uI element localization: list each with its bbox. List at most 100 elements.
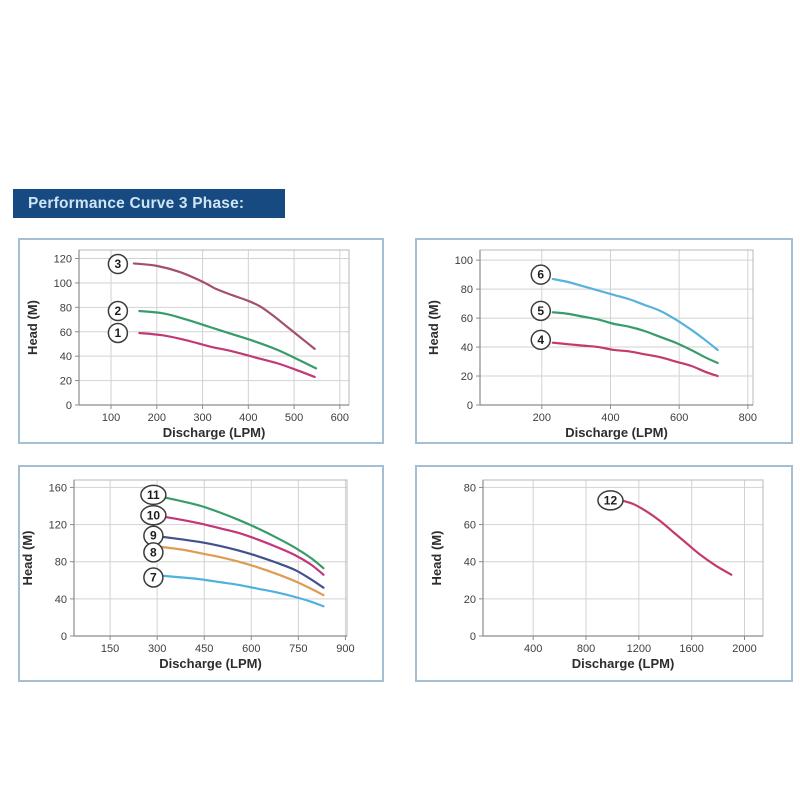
- grid-lines: [480, 250, 753, 405]
- y-tick-label: 20: [60, 376, 72, 388]
- x-tick-label: 600: [242, 643, 260, 655]
- y-tick-label: 120: [54, 254, 72, 266]
- y-tick-label: 0: [61, 631, 67, 643]
- curve-label-5: 5: [530, 300, 552, 322]
- curve-2: [138, 309, 318, 370]
- y-tick-label: 60: [461, 313, 473, 325]
- svg-text:3: 3: [115, 257, 122, 271]
- y-tick-label: 100: [455, 255, 473, 267]
- y-tick-label: 20: [464, 594, 476, 606]
- grid-lines: [483, 480, 763, 636]
- curve-1: [138, 331, 316, 379]
- x-tick-label: 150: [101, 643, 119, 655]
- y-tick-label: 60: [60, 327, 72, 339]
- curve-10: [159, 515, 325, 576]
- tick-labels: 400 800 1200 1600 2000 0 20 40 60 80: [464, 482, 757, 655]
- y-tick-label: 80: [55, 557, 67, 569]
- y-tick-label: 0: [467, 400, 473, 412]
- y-axis-title: Head (M): [20, 531, 35, 586]
- chart-3-figure: 150 300 450 600 750 900 0 40 80 120 160 Discharge (…: [20, 479, 355, 671]
- x-tick-label: 600: [331, 412, 349, 424]
- y-tick-label: 120: [49, 520, 67, 532]
- curve-label-10: 10: [140, 505, 167, 526]
- x-tick-label: 400: [239, 412, 257, 424]
- x-tick-label: 2000: [732, 643, 756, 655]
- curve-label-2: 2: [107, 300, 129, 322]
- x-tick-label: 900: [336, 643, 354, 655]
- chart-2-figure: 200 400 600 800 0 20 40 60 80 100 Discharge (LPM) H…: [426, 249, 757, 440]
- x-tick-label: 600: [670, 412, 688, 424]
- curve-label-8: 8: [143, 542, 164, 563]
- grid-lines: [74, 480, 347, 636]
- y-axis-title: Head (M): [25, 300, 40, 355]
- axes: [479, 250, 753, 406]
- page-title: Performance Curve 3 Phase:: [13, 189, 285, 218]
- tick-labels: 200 400 600 800 0 20 40 60 80 100: [455, 255, 757, 424]
- chart-panel-top-left: 100 200 300 400 500 600 0 20 40 60 80 100 120 Dischar…: [18, 238, 384, 444]
- x-tick-label: 800: [739, 412, 757, 424]
- x-tick-label: 500: [285, 412, 303, 424]
- x-axis-title: Discharge (LPM): [159, 656, 262, 671]
- x-tick-label: 300: [148, 643, 166, 655]
- x-tick-label: 1600: [679, 643, 703, 655]
- x-axis-title: Discharge (LPM): [565, 425, 668, 440]
- x-axis-title: Discharge (LPM): [572, 656, 675, 671]
- axes: [482, 480, 763, 637]
- svg-text:12: 12: [604, 493, 618, 507]
- x-tick-label: 100: [102, 412, 120, 424]
- curve-6: [551, 277, 719, 352]
- y-tick-label: 20: [461, 371, 473, 383]
- curve-label-12: 12: [597, 490, 624, 511]
- svg-text:7: 7: [150, 571, 157, 585]
- x-tick-label: 400: [601, 412, 619, 424]
- y-tick-label: 160: [49, 482, 67, 494]
- curve-4: [551, 341, 719, 378]
- chart-4-figure: 400 800 1200 1600 2000 0 20 40 60 80 Discharge (LP…: [429, 479, 764, 671]
- curve-5: [551, 311, 719, 365]
- curve-label-3: 3: [107, 253, 129, 275]
- svg-text:9: 9: [150, 529, 157, 543]
- curve-label-4: 4: [530, 329, 552, 351]
- x-tick-label: 400: [524, 643, 542, 655]
- x-axis-title: Discharge (LPM): [163, 425, 266, 440]
- svg-text:5: 5: [537, 304, 544, 318]
- chart-panel-bottom-left: 150 300 450 600 750 900 0 40 80 120 160 Discharge (…: [18, 465, 384, 682]
- y-tick-label: 80: [461, 284, 473, 296]
- x-tick-label: 200: [533, 412, 551, 424]
- curve-label-6: 6: [530, 264, 552, 285]
- y-tick-label: 40: [464, 557, 476, 569]
- svg-text:10: 10: [147, 508, 161, 522]
- x-tick-label: 800: [577, 643, 595, 655]
- axes: [78, 250, 349, 406]
- curve-3: [132, 262, 316, 350]
- svg-text:11: 11: [147, 488, 160, 502]
- y-tick-label: 80: [464, 482, 476, 494]
- x-tick-label: 1200: [627, 643, 651, 655]
- curve-9: [159, 535, 325, 589]
- curve-label-11: 11: [140, 484, 167, 506]
- svg-text:2: 2: [115, 304, 122, 318]
- y-axis-title: Head (M): [429, 531, 444, 586]
- y-tick-label: 40: [55, 594, 67, 606]
- curve-label-1: 1: [107, 322, 129, 344]
- plot-border: [479, 249, 754, 406]
- y-axis-title: Head (M): [426, 300, 441, 355]
- curve-11: [159, 495, 325, 570]
- svg-text:6: 6: [537, 268, 544, 282]
- svg-text:1: 1: [115, 326, 122, 340]
- curve-12: [620, 499, 733, 576]
- chart-panel-bottom-right: 400 800 1200 1600 2000 0 20 40 60 80 Discharge (LP…: [415, 465, 793, 682]
- x-tick-label: 450: [195, 643, 213, 655]
- svg-text:8: 8: [150, 545, 157, 559]
- y-tick-label: 40: [60, 351, 72, 363]
- chart-1-figure: 100 200 300 400 500 600 0 20 40 60 80 100 120 Dischar…: [25, 249, 350, 440]
- y-tick-label: 60: [464, 520, 476, 532]
- y-tick-label: 100: [54, 278, 72, 290]
- chart-panel-top-right: 200 400 600 800 0 20 40 60 80 100 Discharge (LPM) H…: [415, 238, 793, 444]
- y-tick-label: 0: [470, 631, 476, 643]
- axes: [73, 480, 347, 637]
- y-tick-label: 80: [60, 302, 72, 314]
- x-tick-label: 750: [289, 643, 307, 655]
- x-tick-label: 200: [148, 412, 166, 424]
- curve-8: [159, 545, 325, 597]
